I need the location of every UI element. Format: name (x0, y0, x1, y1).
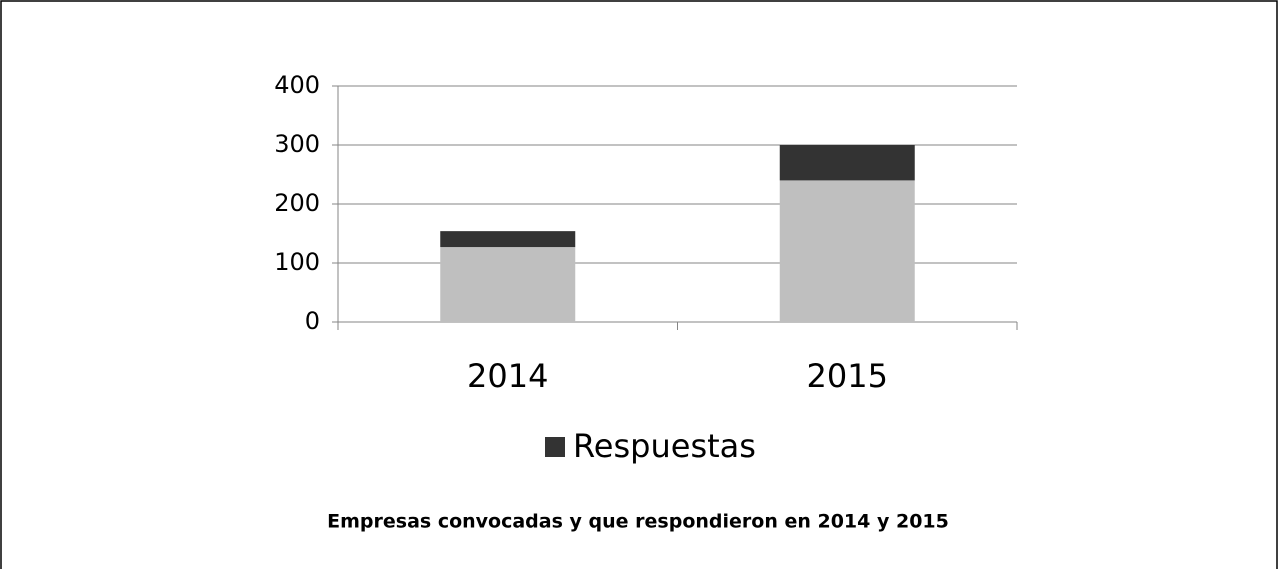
y-tick-label: 400 (274, 71, 320, 99)
y-tick-label: 100 (274, 248, 320, 276)
bar-segment (440, 231, 576, 248)
bar-segment (779, 145, 915, 181)
x-tick-label: 2014 (467, 357, 548, 395)
chart-title: Empresas convocadas y que respondieron e… (327, 511, 949, 533)
y-tick-label: 200 (274, 189, 320, 217)
x-tick-label: 2015 (807, 357, 888, 395)
legend-label: Respuestas (573, 427, 756, 465)
bar-segment (440, 247, 576, 322)
y-tick-label: 0 (305, 307, 320, 335)
y-tick-label: 300 (274, 130, 320, 158)
legend-swatch (545, 437, 565, 457)
bar-segment (779, 180, 915, 322)
